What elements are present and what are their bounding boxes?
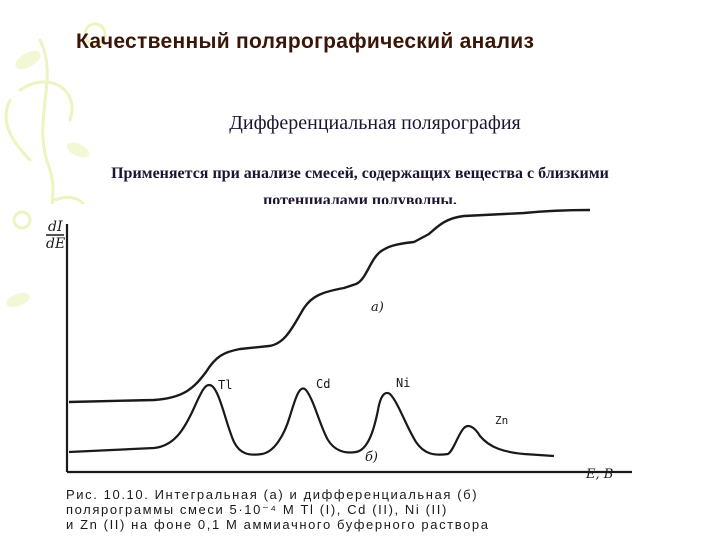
y-axis-label-bottom: dE xyxy=(46,236,65,252)
polarogram-figure: dI dE а) б) Tl Cd Ni Zn E, В xyxy=(34,204,688,536)
caption-line-2: полярограммы смеси 5·10⁻⁴ М Tl (I), Cd (… xyxy=(66,502,448,517)
y-axis-label-top: dI xyxy=(48,219,63,235)
slide-subtitle: Дифференциальная полярография xyxy=(229,112,521,134)
peak-label-zn: Zn xyxy=(495,414,508,427)
caption-line-3: и Zn (II) на фоне 0,1 М аммиачного буфер… xyxy=(66,517,490,532)
x-axis-label: E, В xyxy=(585,467,613,482)
curve-b-label: б) xyxy=(365,450,378,465)
peak-label-ni: Ni xyxy=(396,376,410,390)
curve-a-label: а) xyxy=(371,300,384,315)
integral-curve-a xyxy=(68,208,591,404)
caption-line-1: Рис. 10.10. Интегральная (а) и дифференц… xyxy=(66,487,479,502)
peak-label-tl: Tl xyxy=(218,378,232,392)
figure-caption: Рис. 10.10. Интегральная (а) и дифференц… xyxy=(66,487,656,532)
slide-title: Качественный полярографический анализ xyxy=(76,30,535,53)
polarogram-plot: dI dE а) б) Tl Cd Ni Zn E, В xyxy=(46,208,632,482)
peak-label-cd: Cd xyxy=(316,377,330,391)
intro-line-1: Применяется при анализе смесей, содержащ… xyxy=(111,165,609,182)
differential-curve-b xyxy=(68,383,555,458)
